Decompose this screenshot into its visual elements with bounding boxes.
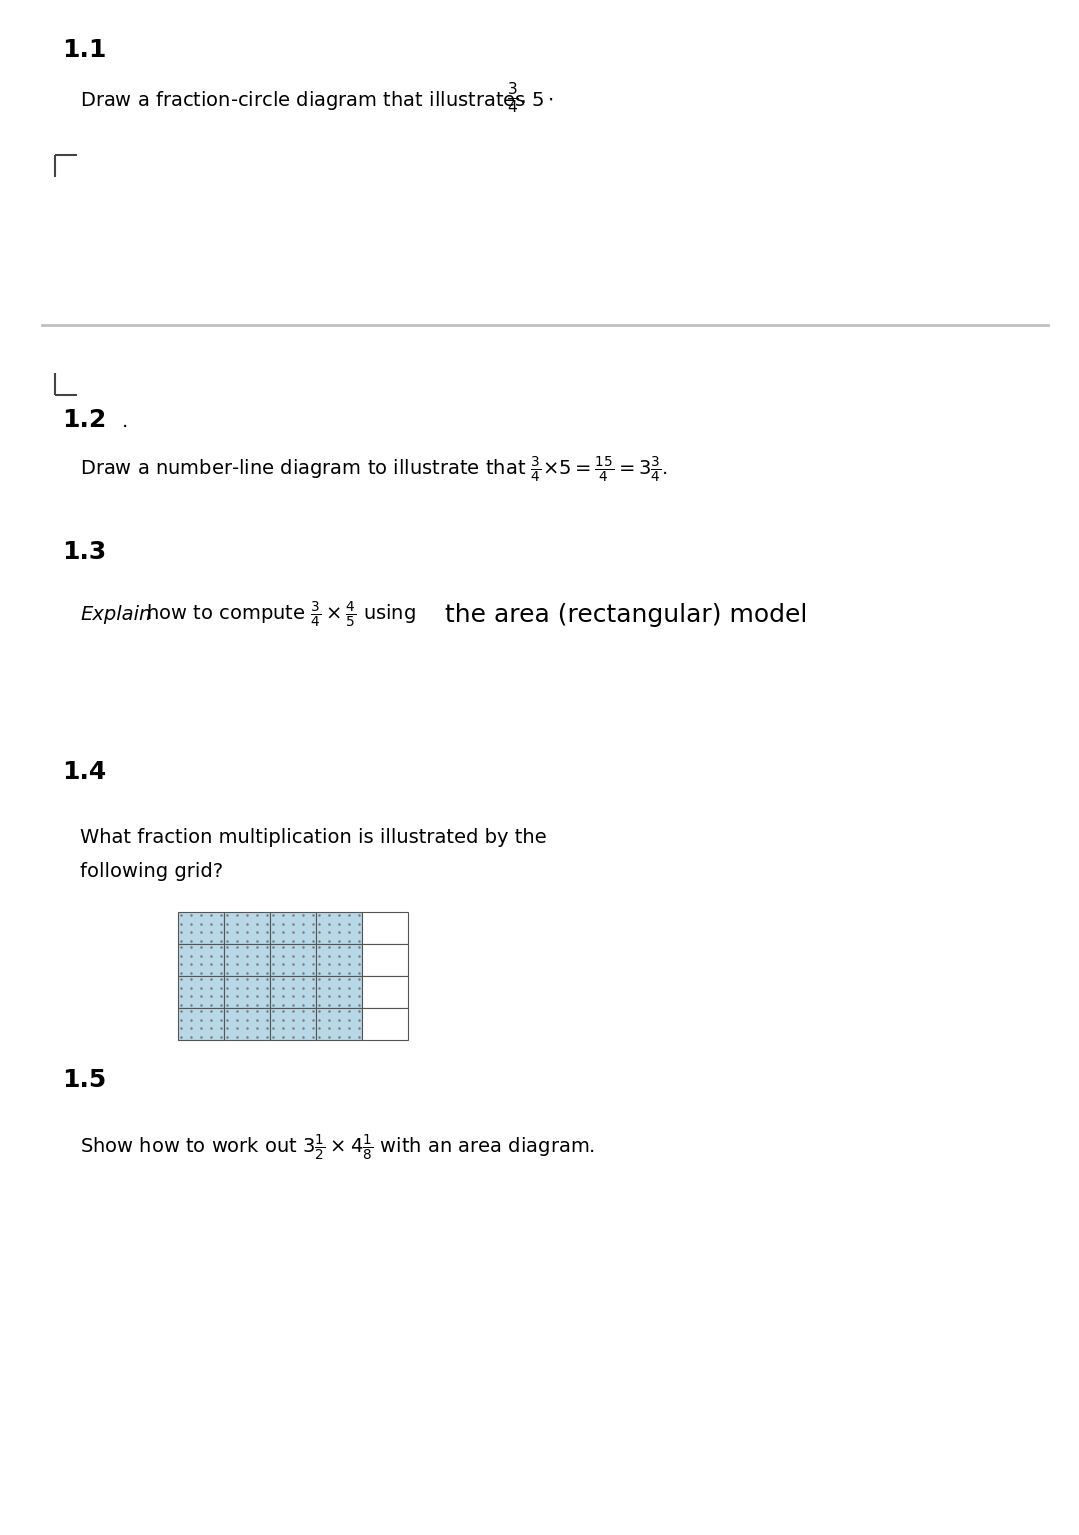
- Bar: [224, 912, 270, 944]
- Bar: [270, 1008, 316, 1041]
- Text: 1.4: 1.4: [62, 760, 106, 784]
- Bar: [270, 976, 316, 1008]
- Text: how to compute $\frac{3}{4} \times \frac{4}{5}$ using: how to compute $\frac{3}{4} \times \frac…: [140, 600, 415, 629]
- Text: Draw a number-line diagram to illustrate that $\frac{3}{4}$$\times 5 = \frac{15}: Draw a number-line diagram to illustrate…: [80, 454, 668, 485]
- Bar: [361, 1008, 408, 1041]
- Bar: [316, 1008, 361, 1041]
- Text: the area (rectangular) model: the area (rectangular) model: [445, 603, 807, 626]
- Bar: [361, 944, 408, 976]
- Bar: [361, 912, 408, 944]
- Bar: [224, 944, 270, 976]
- Bar: [316, 912, 361, 944]
- Bar: [178, 944, 224, 976]
- Text: 1.3: 1.3: [62, 540, 106, 563]
- Text: 1.1: 1.1: [62, 38, 107, 61]
- Text: .: .: [122, 411, 128, 431]
- Text: Show how to work out $3\frac{1}{2} \times 4\frac{1}{8}$ with an area diagram.: Show how to work out $3\frac{1}{2} \time…: [80, 1133, 596, 1164]
- Bar: [361, 976, 408, 1008]
- Text: 1.2: 1.2: [62, 408, 106, 431]
- Bar: [316, 944, 361, 976]
- Text: 1.5: 1.5: [62, 1068, 106, 1091]
- Bar: [270, 912, 316, 944]
- Bar: [178, 1008, 224, 1041]
- Bar: [224, 976, 270, 1008]
- Bar: [270, 944, 316, 976]
- Text: Explain: Explain: [80, 605, 151, 625]
- Text: What fraction multiplication is illustrated by the: What fraction multiplication is illustra…: [80, 827, 547, 847]
- Bar: [178, 912, 224, 944]
- Text: Draw a fraction-circle diagram that illustrates $5 \cdot$: Draw a fraction-circle diagram that illu…: [80, 89, 554, 112]
- Bar: [178, 976, 224, 1008]
- Bar: [316, 976, 361, 1008]
- Bar: [224, 1008, 270, 1041]
- Text: following grid?: following grid?: [80, 863, 223, 881]
- Text: $\frac{3}{4}$.: $\frac{3}{4}$.: [507, 80, 525, 115]
